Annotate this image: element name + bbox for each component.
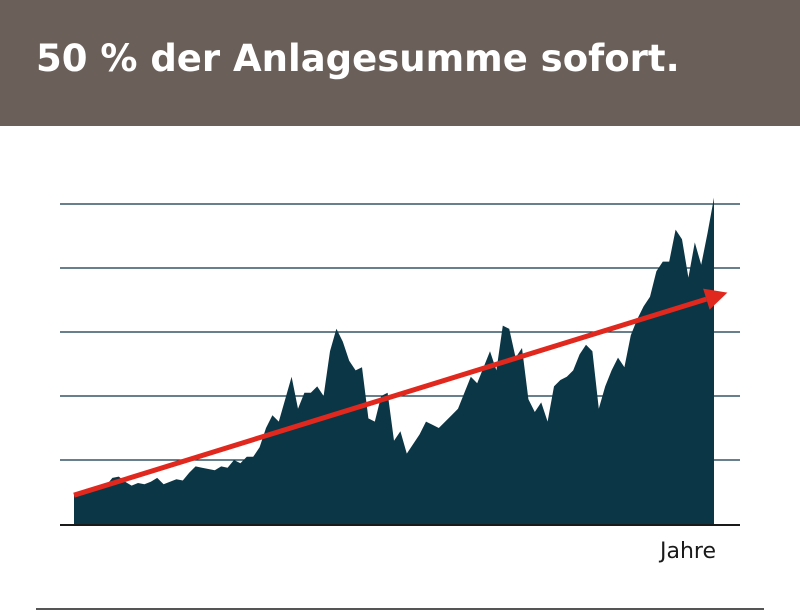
data-area xyxy=(74,197,714,524)
trend-arrowhead xyxy=(703,288,728,310)
x-axis-label: Jahre xyxy=(658,539,716,564)
page-title: 50 % der Anlagesumme sofort. xyxy=(36,37,680,80)
trend-line xyxy=(73,296,708,498)
footer-divider xyxy=(36,608,764,610)
header-bar: 50 % der Anlagesumme sofort. xyxy=(0,0,800,126)
trend-arrow xyxy=(73,288,728,498)
chart: Jahre xyxy=(60,197,740,564)
